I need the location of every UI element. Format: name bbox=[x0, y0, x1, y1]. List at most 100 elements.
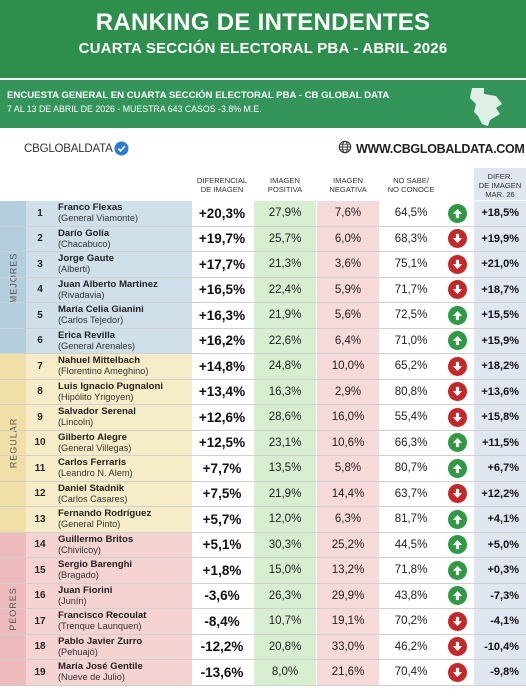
table-row: 7 Nahuel Mittelbach (Florentino Ameghino) +… bbox=[0, 354, 526, 380]
rank: 3 bbox=[37, 258, 43, 270]
positive-image: 26,3% bbox=[254, 583, 316, 608]
positive-image: 25,7% bbox=[254, 226, 316, 251]
title-banner: RANKING DE INTENDENTES CUARTA SECCIÓN EL… bbox=[0, 0, 526, 78]
mayor-name: Juan Fiorini bbox=[58, 584, 113, 596]
negative-image: 6,3% bbox=[317, 507, 379, 532]
no-opinion: 43,8% bbox=[394, 589, 428, 602]
image-differential: +12,5% bbox=[198, 435, 246, 451]
no-opinion: 55,4% bbox=[394, 411, 428, 424]
table-row: 11 Carlos Ferraris (Leandro N. Alem) +7,7% 1… bbox=[0, 456, 526, 482]
image-differential: -12,2% bbox=[200, 639, 244, 655]
trend-cell bbox=[444, 201, 470, 226]
previous-differential: +18,2% bbox=[474, 354, 526, 379]
municipality: (Florentino Ameghino) bbox=[58, 366, 149, 377]
group-background bbox=[26, 354, 192, 533]
no-opinion: 46,2% bbox=[394, 640, 428, 653]
municipality: (General Villegas) bbox=[58, 442, 132, 453]
header-var-line1: DIFER. bbox=[487, 172, 513, 181]
arrow-down-icon bbox=[447, 662, 467, 682]
no-opinion: 72,5% bbox=[394, 309, 428, 322]
website-link[interactable]: WWW.CBGLOBALDATA.COM bbox=[356, 142, 525, 156]
header-pos: IMAGEN POSITIVA bbox=[254, 176, 316, 194]
trend-cell bbox=[444, 354, 470, 379]
municipality: (Trenque Launquen) bbox=[58, 621, 142, 632]
image-differential: -13,6% bbox=[200, 664, 244, 680]
previous-differential: +15,9% bbox=[474, 328, 526, 353]
mayor-cell: Juan Fiorini (Junín) bbox=[58, 584, 192, 609]
arrow-down-icon bbox=[447, 484, 467, 504]
mayor-name: María José Gentile bbox=[58, 661, 143, 673]
previous-differential: +21,0% bbox=[474, 252, 526, 277]
trend-cell bbox=[444, 533, 470, 558]
negative-image: 14,4% bbox=[317, 481, 379, 506]
no-opinion: 68,3% bbox=[394, 232, 428, 245]
previous-differential: -7,3% bbox=[474, 583, 526, 608]
verified-badge-icon bbox=[114, 141, 129, 156]
negative-image: 29,9% bbox=[317, 583, 379, 608]
arrow-up-icon bbox=[447, 509, 467, 529]
rank: 1 bbox=[37, 207, 43, 219]
mayor-name: Gilberto Alegre bbox=[58, 431, 127, 443]
mayor-name: Francisco Recoulat bbox=[58, 610, 147, 622]
previous-differential: +18,7% bbox=[474, 277, 526, 302]
trend-cell bbox=[444, 507, 470, 532]
mayor-cell: Nahuel Mittelbach (Florentino Ameghino) bbox=[58, 354, 192, 379]
no-opinion: 80,7% bbox=[394, 462, 428, 475]
rank: 7 bbox=[37, 360, 43, 372]
image-differential: +16,5% bbox=[198, 282, 246, 298]
header-neg: IMAGEN NEGATIVA bbox=[317, 176, 379, 194]
mayor-name: Fernando Rodríguez bbox=[58, 508, 152, 520]
no-opinion: 75,1% bbox=[394, 258, 428, 271]
mayor-name: Juan Alberto Martinez bbox=[58, 278, 158, 290]
municipality: (Chivilcoy) bbox=[58, 544, 101, 555]
municipality: (Leandro N. Alem) bbox=[58, 468, 133, 479]
header-diff-line1: DIFERENCIAL bbox=[196, 176, 248, 185]
positive-image: 8,0% bbox=[254, 660, 316, 685]
mayor-name: Pablo Javier Zurro bbox=[58, 635, 143, 647]
previous-differential: +19,9% bbox=[474, 226, 526, 251]
rank: 15 bbox=[34, 564, 46, 576]
group-band: PEORES bbox=[0, 532, 26, 686]
var-header-bg bbox=[474, 168, 526, 200]
previous-differential: +15,8% bbox=[474, 405, 526, 430]
arrow-up-icon bbox=[447, 560, 467, 580]
mayor-cell: Guillermo Britos (Chivilcoy) bbox=[58, 533, 192, 558]
previous-differential: +4,1% bbox=[474, 507, 526, 532]
previous-differential: +15,5% bbox=[474, 303, 526, 328]
rank: 18 bbox=[34, 641, 46, 653]
trend-cell bbox=[444, 635, 470, 660]
no-opinion: 66,3% bbox=[394, 436, 428, 449]
negative-image: 3,6% bbox=[317, 252, 379, 277]
table-row: 13 Fernando Rodríguez (General Pinto) +5,7%… bbox=[0, 507, 526, 533]
municipality: (Junín) bbox=[58, 595, 87, 606]
table-row: 19 María José Gentile (Nueve de Julio) -13,… bbox=[0, 660, 526, 686]
trend-cell bbox=[444, 278, 470, 303]
municipality: (Rivadavia) bbox=[58, 289, 105, 300]
previous-differential: +12,2% bbox=[474, 481, 526, 506]
previous-differential: -9,8% bbox=[474, 660, 526, 685]
mayor-cell: Franco Flexas (General Viamonte) bbox=[58, 201, 192, 226]
negative-image: 5,9% bbox=[317, 277, 379, 302]
mayor-cell: Erica Revilla (General Arenales) bbox=[58, 329, 192, 354]
positive-image: 23,1% bbox=[254, 430, 316, 455]
positive-image: 21,3% bbox=[254, 252, 316, 277]
mayor-name: Salvador Serenal bbox=[58, 406, 136, 418]
previous-differential: +13,6% bbox=[474, 379, 526, 404]
survey-details: 7 AL 13 DE ABRIL DE 2026 - MUESTRA 643 C… bbox=[7, 104, 262, 114]
mayor-name: Jorge Gaute bbox=[58, 253, 114, 265]
trend-cell bbox=[444, 482, 470, 507]
table-row: 8 Luis Ignacio Pugnaloni (Hipólito Yrigoye… bbox=[0, 379, 526, 405]
image-differential: +16,2% bbox=[198, 333, 246, 349]
no-opinion: 71,7% bbox=[394, 283, 428, 296]
image-differential: -3,6% bbox=[204, 588, 240, 604]
image-differential: +17,7% bbox=[198, 256, 246, 272]
province-map-icon bbox=[470, 88, 502, 126]
image-differential: +5,7% bbox=[202, 511, 242, 527]
globe-icon bbox=[338, 140, 352, 154]
previous-differential: -10,4% bbox=[474, 634, 526, 659]
previous-differential: -4,1% bbox=[474, 609, 526, 634]
negative-image: 33,0% bbox=[317, 634, 379, 659]
page-subtitle: CUARTA SECCIÓN ELECTORAL PBA - ABRIL 202… bbox=[78, 40, 448, 57]
municipality: (Lincoln) bbox=[58, 417, 94, 428]
header-pos-line1: IMAGEN bbox=[270, 176, 300, 185]
